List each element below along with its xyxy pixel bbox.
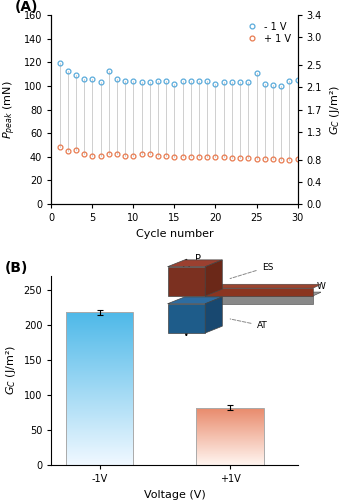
+ 1 V xyxy=(98,152,103,158)
+ 1 V xyxy=(238,155,242,161)
+ 1 V xyxy=(197,154,201,160)
Y-axis label: $G_C$ (J/m²): $G_C$ (J/m²) xyxy=(4,346,18,396)
+ 1 V xyxy=(115,152,119,158)
- 1 V xyxy=(287,78,291,84)
+ 1 V xyxy=(222,154,226,160)
Bar xyxy=(196,408,264,465)
Legend: - 1 V, + 1 V: - 1 V, + 1 V xyxy=(240,20,293,46)
Polygon shape xyxy=(205,296,313,304)
- 1 V xyxy=(213,80,218,86)
+ 1 V xyxy=(82,152,86,158)
- 1 V xyxy=(295,77,300,83)
+ 1 V xyxy=(189,154,193,160)
+ 1 V xyxy=(74,146,78,152)
Polygon shape xyxy=(205,288,313,296)
- 1 V xyxy=(140,80,144,86)
- 1 V xyxy=(189,78,193,84)
+ 1 V xyxy=(230,155,234,161)
- 1 V xyxy=(156,78,160,84)
Line: - 1 V: - 1 V xyxy=(57,61,300,88)
- 1 V xyxy=(271,82,275,87)
X-axis label: Voltage (V): Voltage (V) xyxy=(144,490,205,500)
- 1 V xyxy=(107,68,111,73)
X-axis label: Cycle number: Cycle number xyxy=(136,228,213,238)
- 1 V xyxy=(148,80,152,86)
+ 1 V xyxy=(213,154,218,160)
- 1 V xyxy=(279,83,283,89)
Polygon shape xyxy=(168,297,222,304)
+ 1 V xyxy=(156,152,160,158)
Text: (B): (B) xyxy=(4,261,28,275)
- 1 V xyxy=(238,80,242,86)
Line: + 1 V: + 1 V xyxy=(57,145,300,163)
- 1 V xyxy=(263,80,267,86)
- 1 V xyxy=(205,78,209,84)
+ 1 V xyxy=(140,152,144,158)
- 1 V xyxy=(181,78,185,84)
Polygon shape xyxy=(205,284,321,288)
Polygon shape xyxy=(205,292,321,296)
+ 1 V xyxy=(123,152,127,158)
+ 1 V xyxy=(295,156,300,162)
+ 1 V xyxy=(90,152,94,158)
- 1 V xyxy=(123,78,127,84)
- 1 V xyxy=(254,70,259,76)
+ 1 V xyxy=(279,158,283,164)
Polygon shape xyxy=(205,260,222,296)
Y-axis label: $G_C$ (J/m²): $G_C$ (J/m²) xyxy=(328,84,342,134)
Y-axis label: $P_{peak}$ (mN): $P_{peak}$ (mN) xyxy=(2,80,18,139)
+ 1 V xyxy=(246,155,250,161)
Polygon shape xyxy=(168,304,205,333)
- 1 V xyxy=(98,80,103,86)
- 1 V xyxy=(90,76,94,82)
+ 1 V xyxy=(263,156,267,162)
- 1 V xyxy=(246,80,250,86)
- 1 V xyxy=(230,80,234,86)
+ 1 V xyxy=(287,158,291,164)
- 1 V xyxy=(222,80,226,86)
- 1 V xyxy=(164,78,168,84)
Text: W: W xyxy=(316,282,325,290)
- 1 V xyxy=(82,76,86,82)
Text: ES: ES xyxy=(230,262,273,278)
Polygon shape xyxy=(168,260,222,266)
- 1 V xyxy=(66,68,70,73)
- 1 V xyxy=(115,76,119,82)
+ 1 V xyxy=(131,152,135,158)
- 1 V xyxy=(197,78,201,84)
+ 1 V xyxy=(205,154,209,160)
+ 1 V xyxy=(254,156,259,162)
Bar xyxy=(66,312,133,465)
+ 1 V xyxy=(148,152,152,158)
Text: AT: AT xyxy=(230,319,267,330)
+ 1 V xyxy=(57,144,62,150)
+ 1 V xyxy=(66,148,70,154)
+ 1 V xyxy=(172,154,176,160)
Polygon shape xyxy=(168,266,205,296)
- 1 V xyxy=(74,72,78,78)
Text: P: P xyxy=(195,254,201,264)
+ 1 V xyxy=(164,152,168,158)
- 1 V xyxy=(172,80,176,86)
+ 1 V xyxy=(181,154,185,160)
+ 1 V xyxy=(271,156,275,162)
- 1 V xyxy=(57,60,62,66)
Polygon shape xyxy=(205,297,222,333)
+ 1 V xyxy=(107,152,111,158)
Text: (A): (A) xyxy=(14,0,38,14)
- 1 V xyxy=(131,78,135,84)
